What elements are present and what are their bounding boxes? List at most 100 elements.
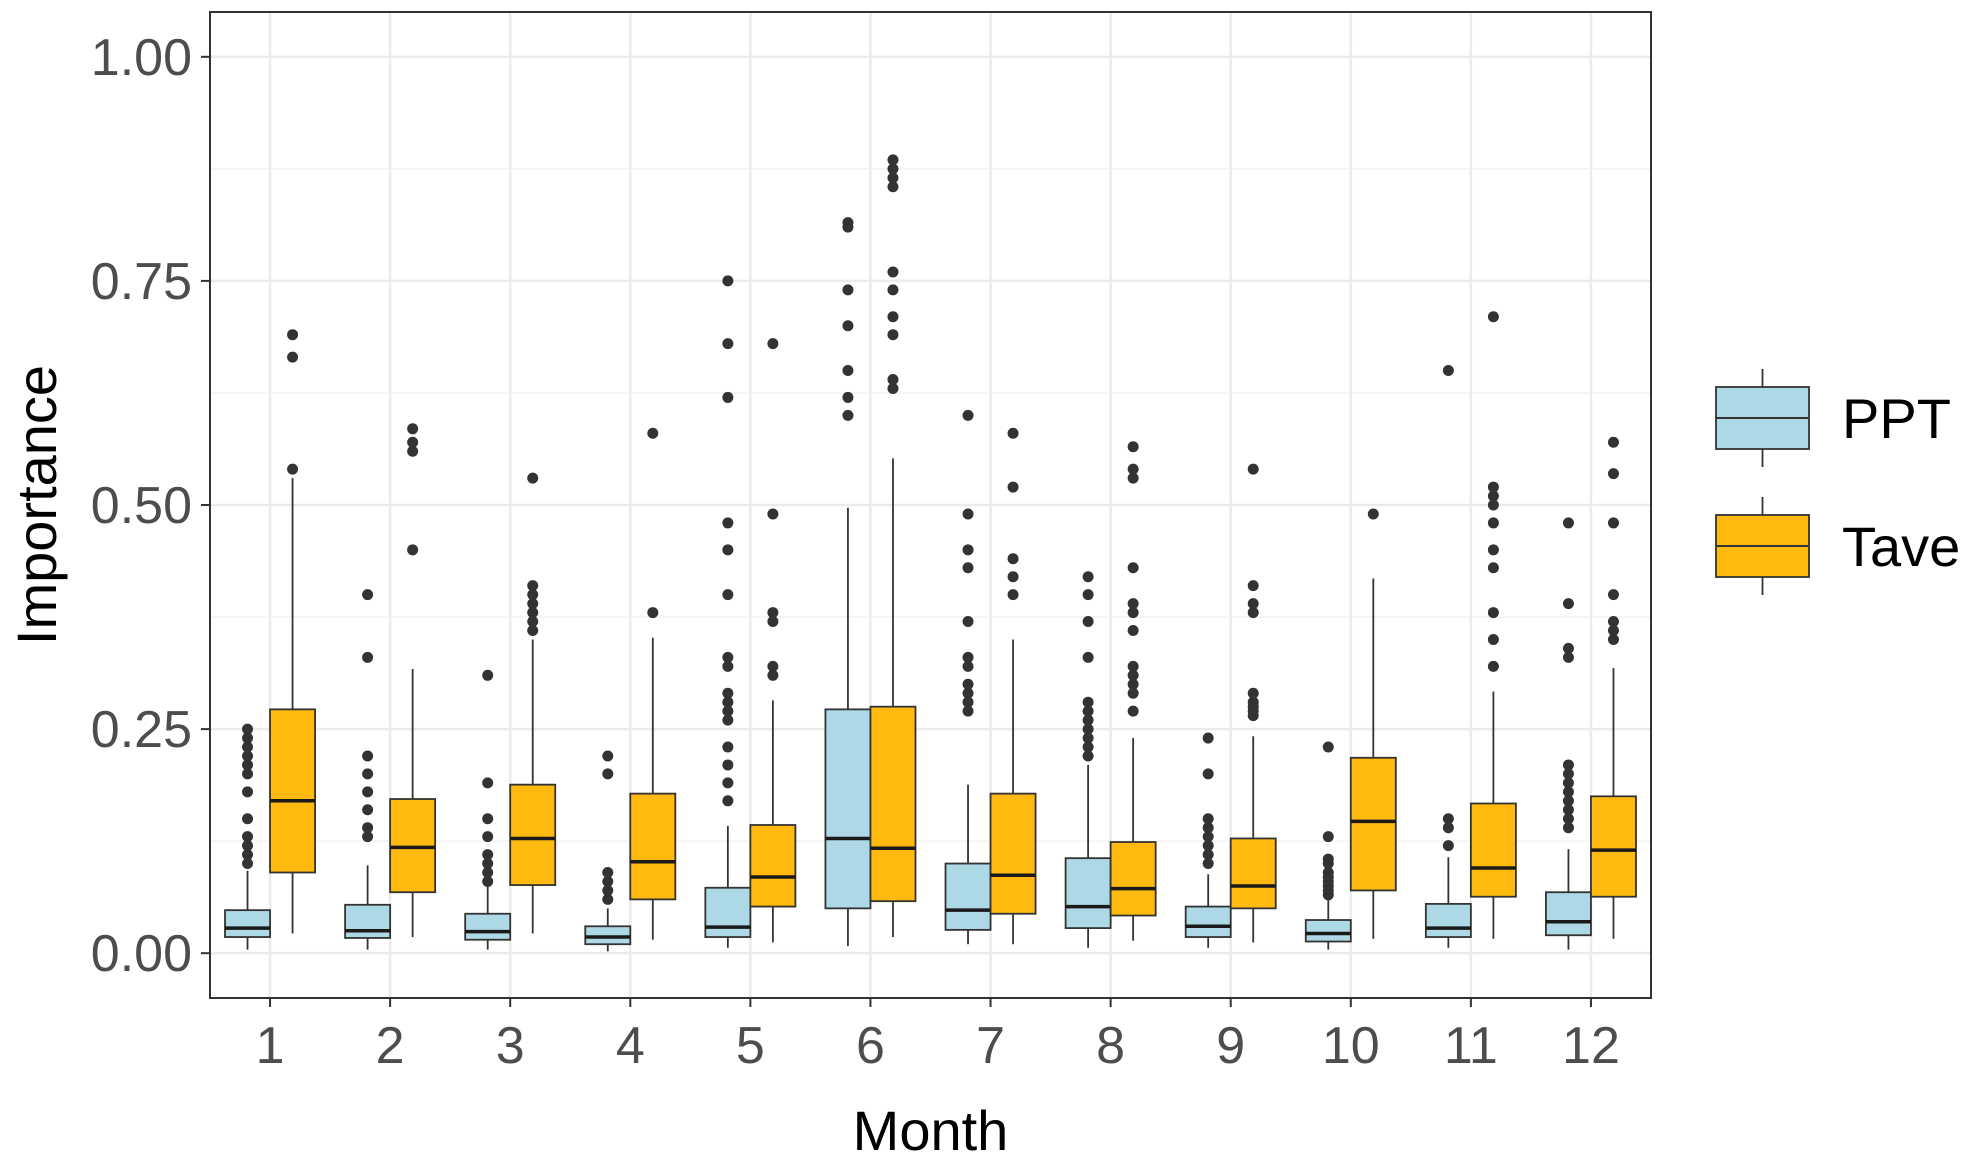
outlier-point [482,867,494,879]
box-iqr [1545,891,1592,937]
outlier-point [1247,607,1259,619]
outlier-point [287,463,299,475]
outlier-point [1562,795,1574,807]
outlier-point [722,714,734,726]
outlier-point [1562,642,1574,654]
outlier-point [242,768,254,780]
outlier-point [362,768,374,780]
box-iqr [389,798,437,894]
outlier-point [242,732,254,744]
outlier-point [1082,571,1094,583]
outlier-point [362,786,374,798]
outlier-point [722,544,734,556]
outlier-point [842,217,854,229]
outlier-point [962,508,974,520]
outlier-point [1322,853,1334,865]
outlier-point [1487,544,1499,556]
outlier-point [1127,669,1139,681]
outlier-point [482,875,494,887]
outlier-point [962,687,974,699]
outlier-point [1127,678,1139,690]
box-tave-month-5 [749,338,797,943]
box-tave-month-6 [869,154,917,938]
outlier-point [1247,598,1259,610]
outlier-point [1607,624,1619,636]
outlier-point [962,409,974,421]
outlier-point [482,669,494,681]
outlier-point [1127,607,1139,619]
outlier-point [887,181,899,193]
outlier-point [1562,813,1574,825]
legend-item-tave: Tave [1715,497,1960,595]
outlier-point [1127,472,1139,484]
outlier-point [767,616,779,628]
outlier-point [1487,490,1499,502]
outlier-point [1202,768,1214,780]
box-iqr [1469,802,1517,898]
outlier-point [1007,427,1019,439]
outlier-point [1487,311,1499,323]
outlier-point [722,517,734,529]
outlier-point [287,329,299,341]
y-axis: 0.00 0.25 0.50 0.75 1.00 [91,29,210,983]
outlier-point [1082,696,1094,708]
outlier-point [1487,607,1499,619]
x-tick-label: 12 [1562,1017,1620,1075]
box-tave-month-4 [629,427,677,940]
outlier-point [242,750,254,762]
outlier-point [962,705,974,717]
outlier-point [842,284,854,296]
x-tick-label: 2 [376,1017,405,1075]
x-axis-title: Month [853,1099,1009,1162]
outlier-point [482,813,494,825]
box-iqr [944,862,992,931]
outlier-point [1007,589,1019,601]
box-iqr [464,912,512,941]
outlier-point [1607,517,1619,529]
box-tave-month-10 [1349,508,1397,939]
outlier-point [1082,616,1094,628]
outlier-point [887,266,899,278]
outlier-point [407,423,419,435]
outlier-point [887,163,899,175]
outlier-point [767,607,779,619]
outlier-point [1082,732,1094,744]
outlier-point [1127,463,1139,475]
box-tave-month-8 [1109,441,1157,941]
outlier-point [1082,651,1094,663]
outlier-point [722,777,734,789]
outlier-point [1202,858,1214,870]
outlier-point [602,893,614,905]
outlier-point [767,660,779,672]
outlier-point [527,624,539,636]
x-tick-label: 8 [1096,1017,1125,1075]
outlier-point [887,374,899,386]
legend: PPT Tave [1715,369,1960,595]
outlier-point [722,759,734,771]
outlier-point [1082,750,1094,762]
box-iqr [704,886,752,938]
box-ppt-month-2 [344,589,392,950]
y-tick-label: 0.50 [91,477,192,535]
outlier-point [722,391,734,403]
outlier-point [1247,463,1259,475]
box-tave-month-1 [269,329,316,934]
outlier-point [407,544,419,556]
outlier-point [722,589,734,601]
outlier-point [362,750,374,762]
outlier-point [1247,696,1259,708]
outlier-point [1607,589,1619,601]
outlier-point [1082,714,1094,726]
outlier-point [1082,741,1094,753]
outlier-point [602,750,614,762]
box-ppt-month-5 [704,275,752,948]
outlier-point [722,660,734,672]
outlier-point [1367,508,1379,520]
outlier-point [962,660,974,672]
outlier-point [527,616,539,628]
box-tave-month-7 [989,427,1037,945]
outlier-point [242,813,254,825]
outlier-point [767,508,779,520]
outlier-point [602,867,614,879]
